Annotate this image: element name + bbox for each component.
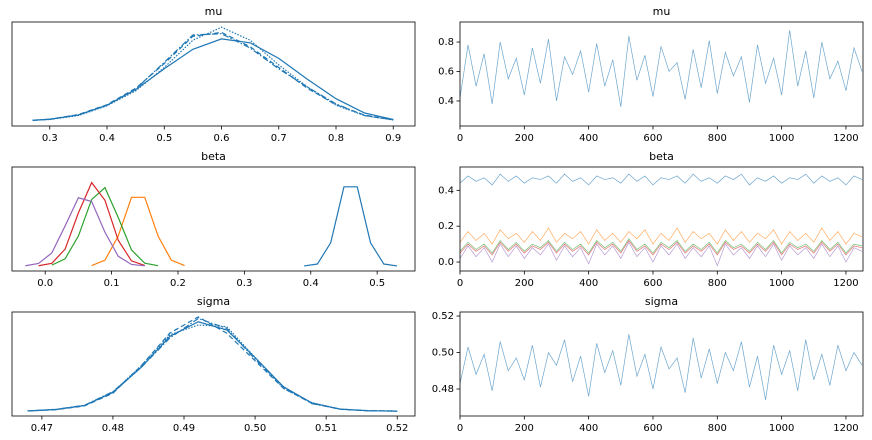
trace-line xyxy=(460,334,863,401)
x-tick-label: 600 xyxy=(643,133,662,144)
x-tick-label: 800 xyxy=(708,278,727,289)
x-tick-label: 0.5 xyxy=(369,278,385,289)
trace-line xyxy=(460,30,863,107)
x-tick-label: 0.4 xyxy=(99,133,115,144)
x-tick-label: 1000 xyxy=(769,423,794,434)
panel-frame xyxy=(11,166,416,272)
x-tick-label: 800 xyxy=(708,133,727,144)
density-line xyxy=(27,317,398,412)
panel-title: beta xyxy=(649,150,674,163)
trace-line xyxy=(460,173,863,186)
x-tick-label: 0.9 xyxy=(385,133,401,144)
x-tick-label: 200 xyxy=(515,133,534,144)
panel: sigma 0 200 400 600 800 1000 1200 0.48 0.50 0.52 xyxy=(432,295,864,434)
x-tick-label: 0 xyxy=(457,133,463,144)
x-tick-label: 1200 xyxy=(833,278,858,289)
panel-title: beta xyxy=(201,150,226,163)
x-tick-label: 0.48 xyxy=(102,423,124,434)
y-tick-label: 0.50 xyxy=(432,348,454,359)
density-line xyxy=(32,26,394,121)
x-tick-label: 0.0 xyxy=(37,278,53,289)
y-tick-label: 0.2 xyxy=(438,221,454,232)
density-line xyxy=(27,324,398,412)
x-tick-label: 0.50 xyxy=(244,423,266,434)
panel-frame xyxy=(459,311,864,417)
x-tick-label: 400 xyxy=(579,278,598,289)
x-tick-label: 0.49 xyxy=(173,423,195,434)
y-tick-label: 0.6 xyxy=(438,66,454,77)
density-line xyxy=(38,181,145,267)
panel: mu 0.3 0.4 0.5 0.6 0.7 0.8 0.9 xyxy=(11,5,416,144)
x-tick-label: 0.51 xyxy=(315,423,337,434)
x-tick-label: 400 xyxy=(579,133,598,144)
panel-frame xyxy=(11,21,416,127)
trace-line xyxy=(460,238,863,254)
x-tick-label: 400 xyxy=(579,423,598,434)
x-tick-label: 600 xyxy=(643,423,662,434)
y-tick-label: 0.8 xyxy=(438,37,454,48)
panel: beta 0 200 400 600 800 1000 1200 0.0 0.2 0.4 xyxy=(438,150,864,289)
density-line xyxy=(32,31,394,121)
x-tick-label: 1200 xyxy=(833,133,858,144)
panel-frame xyxy=(459,21,864,127)
density-line xyxy=(91,196,185,267)
x-tick-label: 0.3 xyxy=(42,133,58,144)
y-tick-label: 0.4 xyxy=(438,96,454,107)
density-line xyxy=(27,316,398,412)
x-tick-label: 0.5 xyxy=(156,133,172,144)
panel-title: mu xyxy=(653,5,671,18)
x-tick-label: 600 xyxy=(643,278,662,289)
panel-frame xyxy=(11,311,416,417)
trace-line xyxy=(460,239,863,256)
panel-title: sigma xyxy=(197,295,230,308)
y-tick-label: 0.52 xyxy=(432,311,454,322)
panel: beta 0.0 0.1 0.2 0.3 0.4 0.5 xyxy=(11,150,416,289)
density-line xyxy=(32,38,394,121)
density-line xyxy=(25,197,145,267)
density-line xyxy=(51,186,159,267)
x-tick-label: 0.8 xyxy=(328,133,344,144)
density-line xyxy=(304,186,398,267)
x-tick-label: 200 xyxy=(515,278,534,289)
trace-line xyxy=(460,241,863,267)
x-tick-label: 0.1 xyxy=(104,278,120,289)
x-tick-label: 0.47 xyxy=(31,423,53,434)
x-tick-label: 0 xyxy=(457,278,463,289)
x-tick-label: 0.3 xyxy=(236,278,252,289)
y-tick-label: 0.4 xyxy=(438,185,454,196)
x-tick-label: 0.7 xyxy=(271,133,287,144)
x-tick-label: 0 xyxy=(457,423,463,434)
x-tick-label: 0.52 xyxy=(386,423,408,434)
x-tick-label: 0.4 xyxy=(303,278,319,289)
panel-title: mu xyxy=(205,5,223,18)
panel-title: sigma xyxy=(645,295,678,308)
panel: mu 0 200 400 600 800 1000 1200 0.4 0.6 0.8 xyxy=(438,5,864,144)
y-tick-label: 0.0 xyxy=(438,257,454,268)
x-tick-label: 0.2 xyxy=(170,278,186,289)
x-tick-label: 1200 xyxy=(833,423,858,434)
x-tick-label: 0.6 xyxy=(214,133,230,144)
panel: sigma 0.47 0.48 0.49 0.50 0.51 0.52 xyxy=(11,295,416,434)
trace-line xyxy=(460,227,863,245)
x-tick-label: 1000 xyxy=(769,133,794,144)
density-line xyxy=(27,321,398,412)
x-tick-label: 200 xyxy=(515,423,534,434)
y-tick-label: 0.48 xyxy=(432,384,454,395)
x-tick-label: 1000 xyxy=(769,278,794,289)
panel-frame xyxy=(459,166,864,272)
density-line xyxy=(32,33,394,121)
x-tick-label: 800 xyxy=(708,423,727,434)
